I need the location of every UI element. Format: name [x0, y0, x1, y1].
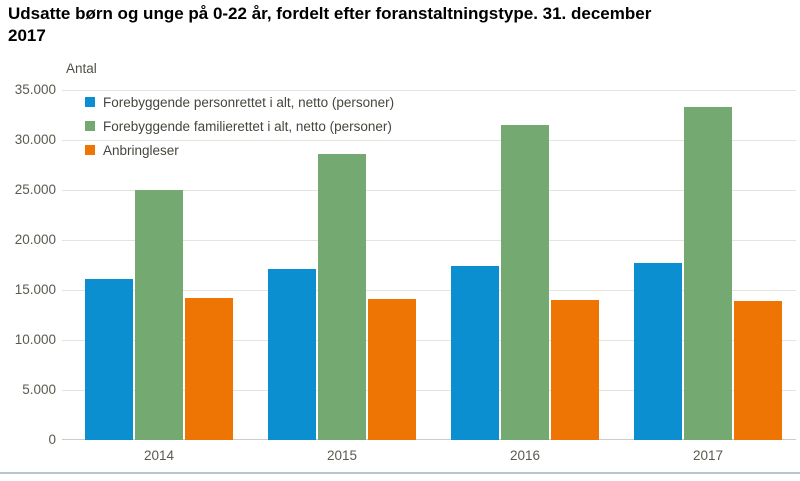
y-tick-label-20000: 20.000	[14, 232, 56, 247]
gridline-30000	[62, 140, 796, 141]
chart-title-line2: 2017	[8, 26, 46, 45]
bar-2016-series2	[551, 300, 599, 440]
bar-2017-series2	[734, 301, 782, 440]
x-tick-label-2016: 2016	[509, 448, 541, 463]
gridline-35000	[62, 90, 796, 91]
bar-2015-series1	[318, 154, 366, 440]
gridline-20000	[62, 240, 796, 241]
bar-2017-series0	[634, 263, 682, 440]
bar-2017-series1	[684, 107, 732, 440]
plot-area: Forebyggende personrettet i alt, netto (…	[62, 90, 796, 440]
x-tick-label-2014: 2014	[143, 448, 175, 463]
bar-2015-series2	[368, 299, 416, 440]
bar-2014-series2	[185, 298, 233, 440]
bar-2016-series0	[451, 266, 499, 440]
y-tick-label-25000: 25.000	[14, 182, 56, 197]
legend-label: Forebyggende personrettet i alt, netto (…	[103, 94, 395, 110]
legend-item-0: Forebyggende personrettet i alt, netto (…	[85, 90, 394, 114]
legend-item-1: Forebyggende familierettet i alt, netto …	[85, 114, 394, 138]
x-tick-label-2015: 2015	[326, 448, 358, 463]
bar-2014-series1	[135, 190, 183, 440]
y-tick-label-30000: 30.000	[14, 132, 56, 147]
y-tick-label-10000: 10.000	[14, 332, 56, 347]
y-tick-label-35000: 35.000	[14, 82, 56, 97]
legend-label: Forebyggende familierettet i alt, netto …	[103, 118, 392, 134]
bottom-border-rule	[0, 472, 800, 474]
legend-swatch-icon	[85, 121, 95, 131]
legend-item-2: Anbringleser	[85, 138, 394, 162]
gridline-10000	[62, 340, 796, 341]
x-axis-baseline	[62, 439, 796, 440]
legend-swatch-icon	[85, 97, 95, 107]
gridline-25000	[62, 190, 796, 191]
x-tick-label-2017: 2017	[692, 448, 724, 463]
gridline-5000	[62, 390, 796, 391]
y-tick-label-15000: 15.000	[14, 282, 56, 297]
y-tick-label-5000: 5.000	[22, 382, 56, 397]
chart-title-line1: Udsatte børn og unge på 0-22 år, fordelt…	[8, 4, 652, 23]
chart-title: Udsatte børn og unge på 0-22 år, fordelt…	[8, 3, 792, 47]
legend: Forebyggende personrettet i alt, netto (…	[85, 90, 394, 162]
legend-swatch-icon	[85, 145, 95, 155]
bar-2014-series0	[85, 279, 133, 440]
y-tick-label-0: 0	[48, 432, 56, 447]
gridline-15000	[62, 290, 796, 291]
y-axis-unit-label: Antal	[66, 61, 97, 76]
bar-2016-series1	[501, 125, 549, 440]
bar-2015-series0	[268, 269, 316, 440]
legend-label: Anbringleser	[103, 142, 179, 158]
